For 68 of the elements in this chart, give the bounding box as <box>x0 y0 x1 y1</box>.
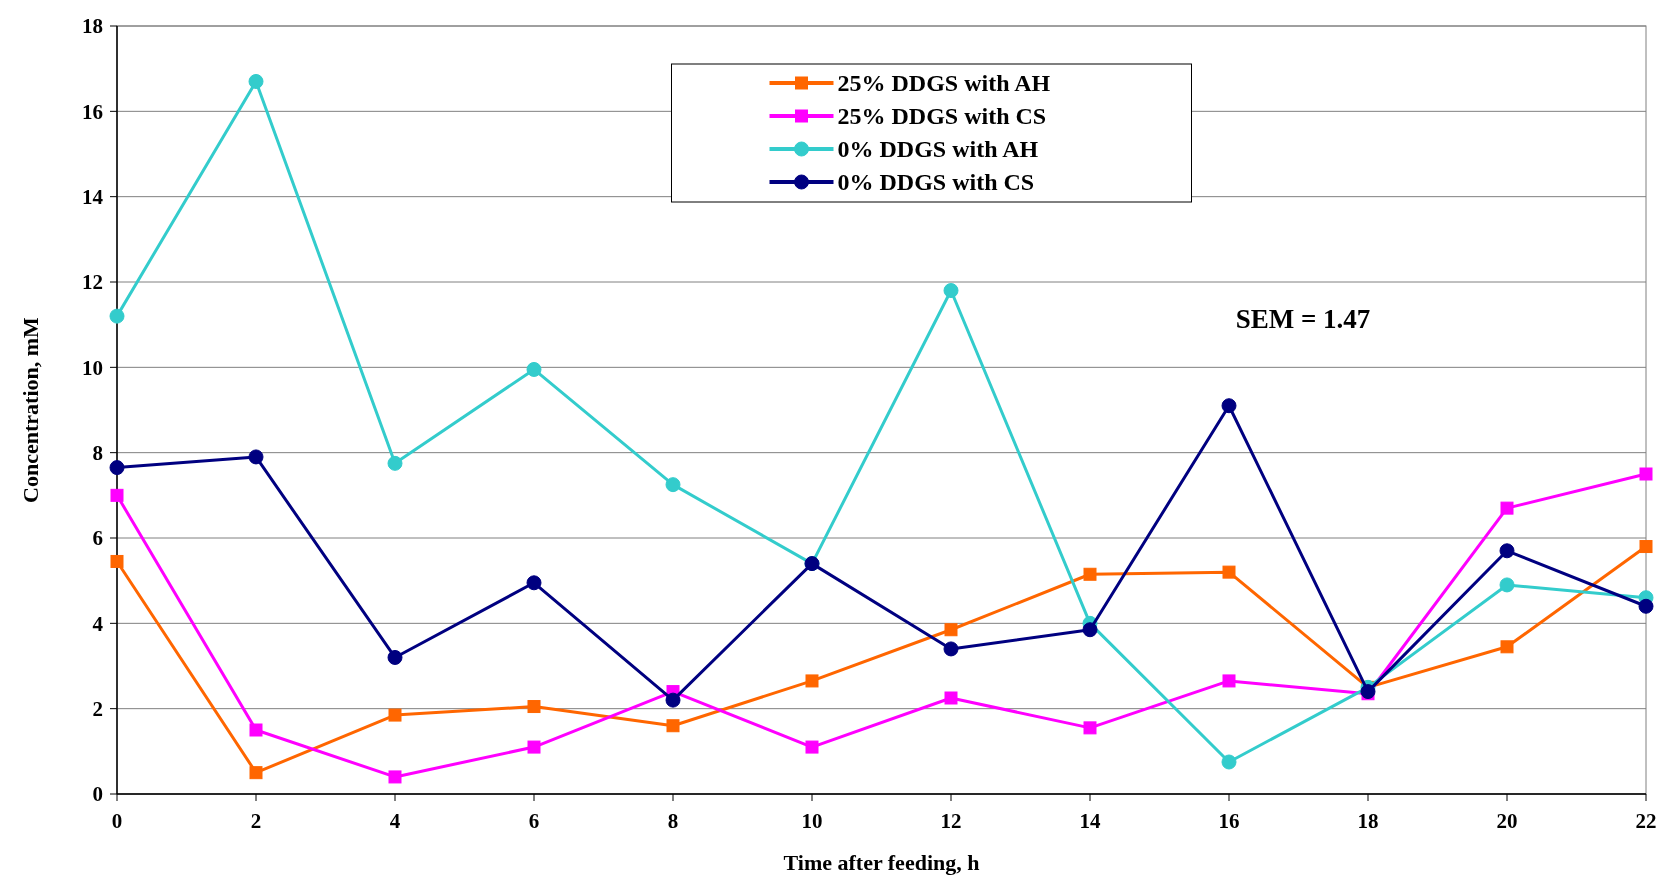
point <box>805 740 819 754</box>
point <box>249 723 263 737</box>
x-tick-label: 12 <box>940 809 962 833</box>
x-tick-label: 18 <box>1357 809 1379 833</box>
x-tick-label: 16 <box>1218 809 1240 833</box>
point <box>1083 567 1097 581</box>
point <box>109 460 125 476</box>
point <box>1222 674 1236 688</box>
point <box>249 766 263 780</box>
point <box>387 649 403 665</box>
point <box>110 554 124 568</box>
legend-label: 25% DDGS with CS <box>837 103 1047 130</box>
point <box>1083 721 1097 735</box>
point <box>527 740 541 754</box>
y-tick-label: 4 <box>92 611 104 636</box>
point <box>943 641 959 657</box>
x-tick-label: 8 <box>667 809 679 833</box>
point <box>110 488 124 502</box>
x-tick-label: 22 <box>1635 809 1657 833</box>
x-tick-label: 20 <box>1496 809 1518 833</box>
point <box>1639 540 1653 554</box>
y-tick-label: 0 <box>92 782 103 807</box>
point <box>665 692 681 708</box>
point <box>1499 543 1515 559</box>
legend-label: 25% DDGS with AH <box>837 70 1051 97</box>
point <box>805 674 819 688</box>
y-tick-label: 16 <box>82 99 103 124</box>
point <box>248 449 264 465</box>
legend-label: 0% DDGS with CS <box>837 169 1035 196</box>
point <box>1500 640 1514 654</box>
point <box>944 623 958 637</box>
y-axis-title: Concentration, mM <box>18 316 43 503</box>
annotation: SEM = 1.47 <box>1235 304 1371 334</box>
y-tick-label: 8 <box>92 441 103 466</box>
point <box>109 308 125 324</box>
point <box>526 361 542 377</box>
y-tick-label: 12 <box>82 270 103 295</box>
x-tick-label: 4 <box>389 809 401 833</box>
point <box>943 283 959 299</box>
x-axis-title: Time after feeding, h <box>783 850 980 875</box>
x-tick-label: 10 <box>801 809 823 833</box>
y-tick-label: 14 <box>82 185 104 210</box>
point <box>388 708 402 722</box>
point <box>526 575 542 591</box>
point <box>1638 598 1654 614</box>
point <box>666 719 680 733</box>
point <box>248 73 264 89</box>
y-tick-label: 18 <box>82 14 103 39</box>
point <box>1500 501 1514 515</box>
point <box>665 477 681 493</box>
legend-label: 0% DDGS with AH <box>837 136 1039 163</box>
x-tick-label: 0 <box>111 809 123 833</box>
point <box>387 455 403 471</box>
y-tick-label: 10 <box>82 355 103 380</box>
x-tick-label: 2 <box>250 809 262 833</box>
point <box>1222 565 1236 579</box>
y-tick-label: 2 <box>92 697 103 722</box>
y-tick-label: 6 <box>92 526 103 551</box>
point <box>1221 398 1237 414</box>
point <box>944 691 958 705</box>
point <box>388 770 402 784</box>
x-tick-label: 6 <box>528 809 540 833</box>
point <box>1639 467 1653 481</box>
point <box>527 700 541 714</box>
point <box>1499 577 1515 593</box>
point <box>1082 622 1098 638</box>
point <box>1221 754 1237 770</box>
x-tick-label: 14 <box>1079 809 1101 833</box>
